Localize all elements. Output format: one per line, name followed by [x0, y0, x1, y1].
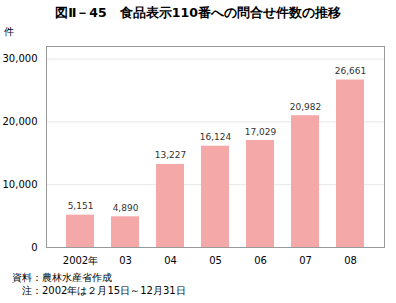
svg-text:17,029: 17,029	[245, 127, 277, 137]
svg-text:16,124: 16,124	[200, 132, 232, 142]
svg-text:0: 0	[31, 242, 37, 253]
svg-text:件: 件	[4, 26, 14, 37]
svg-text:26,661: 26,661	[335, 66, 367, 76]
svg-text:2002年: 2002年	[63, 255, 98, 266]
svg-text:13,227: 13,227	[155, 150, 187, 160]
svg-text:05: 05	[209, 255, 222, 266]
html-text:資料：農林水産省作成 注：2002年は２月15日～12月31: 資料：農林水産省作成 注：2002年は２月15日～12月31日	[12, 272, 186, 296]
svg-text:08: 08	[344, 255, 357, 266]
svg-text:10,000: 10,000	[3, 179, 38, 190]
svg-text:04: 04	[164, 255, 177, 266]
svg-text:06: 06	[254, 255, 267, 266]
svg-text:30,000: 30,000	[3, 53, 38, 64]
svg-text:5,151: 5,151	[68, 201, 94, 211]
svg-text:03: 03	[119, 255, 132, 266]
svg-text:07: 07	[299, 255, 312, 266]
html-text:図Ⅱ－45 食品表示110番への問合せ件数の推移: 図Ⅱ－45 食品表示110番への問合せ件数の推移	[55, 5, 341, 20]
svg-text:20,982: 20,982	[290, 102, 322, 112]
svg-text:20,000: 20,000	[3, 116, 38, 127]
svg-text:4,890: 4,890	[113, 203, 139, 213]
